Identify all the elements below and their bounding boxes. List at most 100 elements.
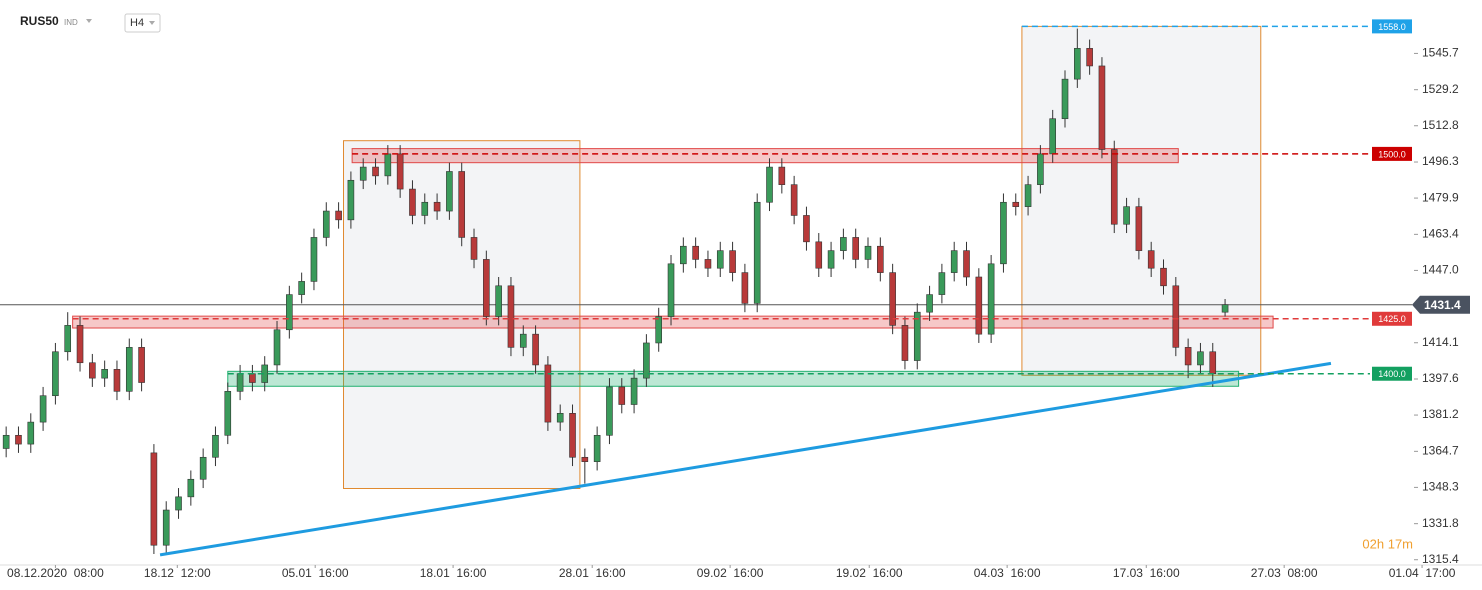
candle-body xyxy=(593,434,601,462)
y-tick-label: 1315.4 xyxy=(1422,552,1459,566)
candle-body xyxy=(113,369,121,392)
candle-body xyxy=(606,386,613,436)
y-tick-label: 1364.7 xyxy=(1422,444,1459,458)
dropdown-arrow[interactable] xyxy=(149,21,155,25)
y-tick-label: 1463.4 xyxy=(1422,227,1459,241)
candle-body xyxy=(987,263,995,335)
candle-body xyxy=(273,329,281,366)
dropdown-arrow[interactable] xyxy=(86,19,92,23)
candle-body xyxy=(236,373,244,392)
candle-body xyxy=(901,325,909,361)
candle-body xyxy=(1172,285,1180,348)
candle-body xyxy=(938,272,946,295)
candle-body xyxy=(15,434,22,445)
candle-body xyxy=(581,456,589,462)
zone xyxy=(351,148,1179,164)
level-label: 1500.0 xyxy=(1378,149,1406,159)
zone xyxy=(72,315,1274,329)
candle-body xyxy=(1000,201,1007,265)
candle-body xyxy=(1049,118,1056,155)
candle-body xyxy=(815,241,823,269)
candle-body xyxy=(322,210,330,238)
candle-body xyxy=(766,166,773,203)
candle-body xyxy=(877,245,884,273)
symbol[interactable]: RUS50 xyxy=(20,14,59,28)
candle-body xyxy=(187,478,195,498)
y-tick-label: 1479.9 xyxy=(1422,190,1459,204)
candle-body xyxy=(753,201,761,304)
candle-body xyxy=(741,272,749,304)
candle-body xyxy=(384,153,392,177)
candle-body xyxy=(2,434,10,449)
candles xyxy=(2,28,1229,555)
candle-body xyxy=(532,333,539,366)
trendline xyxy=(159,361,1332,557)
candle-body xyxy=(286,294,293,331)
candle-body xyxy=(852,237,860,260)
candle-body xyxy=(298,281,305,295)
candle-body xyxy=(89,362,96,379)
y-tick-label: 1381.2 xyxy=(1422,407,1459,421)
candle-body xyxy=(249,373,256,383)
candle-body xyxy=(39,395,47,423)
candle-body xyxy=(1110,149,1118,225)
candle-body xyxy=(433,201,441,212)
candle-body xyxy=(335,210,342,221)
candle-body xyxy=(359,166,367,181)
candle-body xyxy=(409,188,416,216)
level-label-box xyxy=(1372,146,1412,161)
candle-body xyxy=(470,237,478,260)
candle-body xyxy=(150,452,158,546)
candle-body xyxy=(27,421,35,445)
candle-body xyxy=(680,245,687,265)
candle-body xyxy=(1024,184,1032,207)
candle-body xyxy=(125,347,133,392)
candle-body xyxy=(778,166,786,185)
candle-body xyxy=(704,259,712,269)
countdown: 02h 17m xyxy=(1362,536,1413,551)
candle-body xyxy=(1209,351,1217,375)
candle-body xyxy=(667,263,675,317)
candle-body xyxy=(1123,206,1130,225)
y-tick-label: 1529.2 xyxy=(1422,82,1459,96)
candle-body xyxy=(1147,250,1155,269)
timeframe-box[interactable] xyxy=(124,13,161,33)
y-tick-label: 1512.8 xyxy=(1422,118,1459,132)
header: RUS50 IND H4 xyxy=(20,13,161,33)
candle-body xyxy=(519,333,527,348)
candle-body xyxy=(52,351,59,397)
candle-body xyxy=(1197,351,1204,366)
candle-body xyxy=(864,245,872,260)
x-tick-label: 04.03 16:00 xyxy=(974,566,1041,580)
level-label: 1400.0 xyxy=(1378,369,1406,379)
timeframe[interactable]: H4 xyxy=(130,17,144,29)
y-tick-label: 1414.1 xyxy=(1422,335,1459,349)
candle-body xyxy=(212,434,219,458)
candle-body xyxy=(1160,267,1167,287)
level-label-box xyxy=(1372,19,1412,34)
x-tick-label: 05.01 16:00 xyxy=(282,566,349,580)
candle-body xyxy=(643,342,650,379)
level-label-box xyxy=(1372,366,1412,381)
candle-body xyxy=(372,166,379,177)
candle-body xyxy=(729,250,736,273)
candle-body xyxy=(913,311,921,361)
candle-body xyxy=(827,250,835,269)
candle-body xyxy=(101,369,108,379)
candle-body xyxy=(716,250,724,269)
y-tick-label: 1397.6 xyxy=(1422,371,1459,385)
candle-body xyxy=(458,171,466,238)
candle-body xyxy=(630,377,638,405)
candle-body xyxy=(1098,65,1106,150)
candle-body xyxy=(175,496,182,511)
candle-body xyxy=(483,259,490,317)
y-tick-label: 1447.0 xyxy=(1422,263,1459,277)
x-tick-label: 08.12.2020 08:00 xyxy=(7,566,104,580)
x-tick-label: 17.03 16:00 xyxy=(1113,566,1180,580)
x-tick-label: 18.01 16:00 xyxy=(420,566,487,580)
candle-body xyxy=(396,153,404,190)
last-price-label: 1431.4 xyxy=(1424,298,1461,312)
y-tick-label: 1496.3 xyxy=(1422,154,1459,168)
x-tick-label: 18.12 12:00 xyxy=(144,566,211,580)
level-label: 1558.0 xyxy=(1378,22,1406,32)
